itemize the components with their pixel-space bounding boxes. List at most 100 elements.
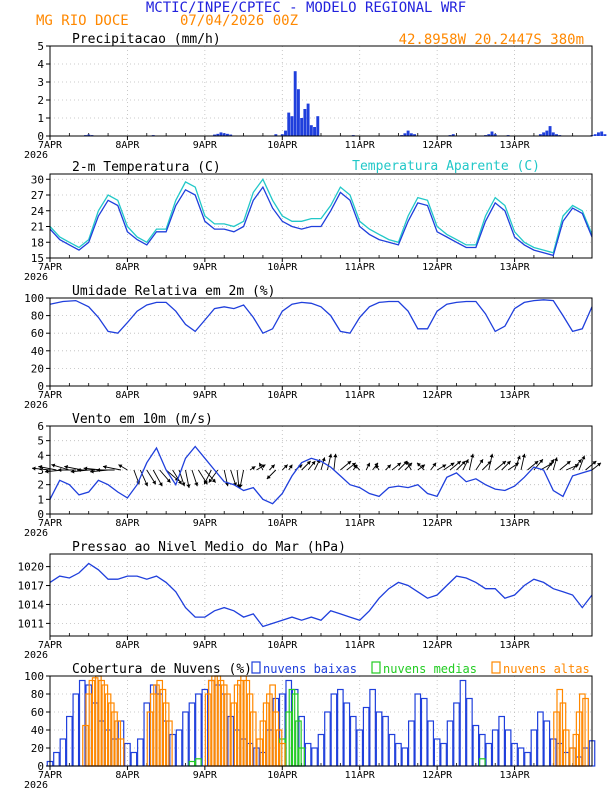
x-tick-label: 10APR bbox=[267, 640, 298, 651]
x-tick-label: 13APR bbox=[500, 640, 531, 651]
precip-bar bbox=[225, 133, 229, 136]
precip-bar bbox=[216, 133, 220, 136]
y-tick-label: 30 bbox=[31, 173, 44, 186]
cloud-bar-nuvens-baixas bbox=[330, 693, 338, 767]
x-tick-label: 8APR bbox=[115, 770, 140, 781]
cloud-bar-nuvens-baixas bbox=[395, 742, 402, 767]
y-tick-label: 0 bbox=[37, 760, 44, 773]
cloud-bar-nuvens-baixas bbox=[485, 742, 493, 767]
cloud-bar-nuvens-baixas bbox=[478, 733, 486, 767]
cloud-bar-nuvens-baixas bbox=[453, 702, 460, 767]
panel-title: 2-m Temperatura (C) bbox=[72, 160, 221, 175]
cloud-bar-nuvens-baixas bbox=[466, 697, 473, 767]
wind-vector-head bbox=[321, 457, 326, 462]
x-tick-label: 7APR bbox=[38, 518, 63, 529]
wind-vector-head bbox=[421, 464, 425, 469]
wind-vector-head bbox=[354, 464, 359, 469]
x-tick-label: 9APR bbox=[193, 390, 218, 401]
y-tick-label: 1014 bbox=[18, 598, 45, 611]
wind-vector-head bbox=[178, 480, 182, 485]
x-tick-label: 8APR bbox=[115, 390, 140, 401]
wind-vector-head bbox=[574, 464, 579, 468]
cloud-bar-nuvens-baixas bbox=[124, 742, 131, 767]
x-tick-label: 10APR bbox=[267, 262, 298, 273]
precip-bar bbox=[406, 130, 410, 136]
wind-vector-head bbox=[186, 484, 191, 488]
x-tick-label: 9APR bbox=[193, 640, 218, 651]
cloud-bar-nuvens-baixas bbox=[388, 733, 396, 767]
legend-swatch bbox=[251, 661, 261, 674]
series-line bbox=[49, 299, 593, 335]
precip-bar bbox=[545, 130, 549, 136]
x-tick-label: 7APR bbox=[38, 770, 63, 781]
cloud-bar-nuvens-baixas bbox=[188, 702, 196, 767]
wind-vector-head bbox=[77, 467, 81, 473]
precip-bar bbox=[284, 130, 287, 136]
cloud-bar-nuvens-baixas bbox=[304, 742, 312, 767]
x-tick-label: 10APR bbox=[267, 390, 298, 401]
panel-temp: 15 18 21 24 27 30 7APR 8APR 9APR 10APR 11APR 12APR 1… bbox=[24, 159, 593, 283]
cloud-bar-nuvens-baixas bbox=[517, 747, 525, 767]
y-tick-label: 15 bbox=[31, 252, 44, 265]
wind-vector-head bbox=[288, 464, 293, 469]
cloud-bar-nuvens-medias bbox=[478, 758, 486, 767]
wind-vector-head bbox=[51, 463, 56, 468]
precip-bar bbox=[306, 103, 310, 136]
y-tick-label: 0 bbox=[37, 508, 44, 521]
x-year-label: 2026 bbox=[24, 650, 48, 661]
wind-vector-head bbox=[64, 465, 69, 470]
y-tick-label: 1011 bbox=[18, 617, 45, 630]
x-year-label: 2026 bbox=[24, 150, 48, 161]
panel-precip: 0 1 2 3 4 5 7APR 8APR 9APR 10APR 11APR 12APR 13APR 20… bbox=[24, 32, 607, 161]
y-tick-label: 1017 bbox=[18, 580, 45, 593]
x-tick-label: 7APR bbox=[38, 262, 63, 273]
wind-vector-head bbox=[32, 466, 36, 471]
series-line bbox=[49, 185, 593, 257]
panel-title: Vento em 10m (m/s) bbox=[72, 412, 213, 427]
wind-vector-head bbox=[397, 462, 401, 467]
y-tick-label: 1020 bbox=[18, 561, 45, 574]
cloud-bar-nuvens-baixas bbox=[182, 711, 189, 767]
wind-vector-head bbox=[166, 478, 171, 483]
header-coords: 42.8958W 20.2447S 380m bbox=[399, 32, 584, 48]
y-tick-label: 1 bbox=[37, 493, 44, 506]
y-tick-label: 1 bbox=[37, 112, 44, 125]
wind-vector-head bbox=[194, 482, 199, 487]
wind-vector-head bbox=[581, 455, 586, 460]
wind-vector-head bbox=[259, 462, 263, 467]
cloud-bar-nuvens-baixas bbox=[543, 720, 551, 767]
panel-clouds: 0 20 40 60 80 100 7APR 8APR 9APR 10APR 11APR 12APR 1… bbox=[24, 661, 596, 791]
wind-vector-head bbox=[461, 461, 466, 465]
precip-bar bbox=[309, 125, 313, 136]
wind-vector-head bbox=[516, 455, 521, 460]
x-tick-label: 10APR bbox=[267, 518, 298, 529]
cloud-bar-nuvens-baixas bbox=[175, 729, 183, 767]
wind-vector-head bbox=[506, 461, 511, 465]
wind-vector-head bbox=[489, 453, 494, 458]
cloud-bar-nuvens-medias bbox=[188, 760, 196, 767]
cloud-bar-nuvens-baixas bbox=[66, 715, 73, 767]
y-tick-label: 80 bbox=[31, 310, 44, 323]
y-tick-label: 2 bbox=[37, 479, 44, 492]
legend-nuvens-medias: nuvens medias bbox=[383, 662, 477, 676]
x-tick-label: 12APR bbox=[422, 770, 453, 781]
cloud-bar-nuvens-baixas bbox=[311, 747, 318, 767]
precip-bar bbox=[493, 134, 497, 136]
precip-bar bbox=[409, 133, 413, 136]
precip-bar bbox=[487, 134, 491, 136]
wind-vector-head bbox=[311, 461, 316, 465]
precip-bar bbox=[555, 134, 558, 136]
wind-vector-head bbox=[405, 461, 410, 465]
wind-vector-head bbox=[96, 467, 100, 473]
y-tick-label: 4 bbox=[37, 449, 44, 462]
cloud-bar-nuvens-baixas bbox=[53, 751, 60, 767]
precip-bar bbox=[313, 127, 316, 136]
wind-vector-head bbox=[387, 464, 391, 469]
header-title: MCTIC/INPE/CPTEC - MODELO REGIONAL WRF bbox=[146, 0, 466, 16]
cloud-bar-nuvens-baixas bbox=[491, 729, 499, 767]
cloud-bar-nuvens-baixas bbox=[511, 742, 518, 767]
axes-frame bbox=[49, 675, 593, 767]
wind-vector-head bbox=[251, 466, 256, 471]
wind-vector-head bbox=[539, 459, 543, 464]
